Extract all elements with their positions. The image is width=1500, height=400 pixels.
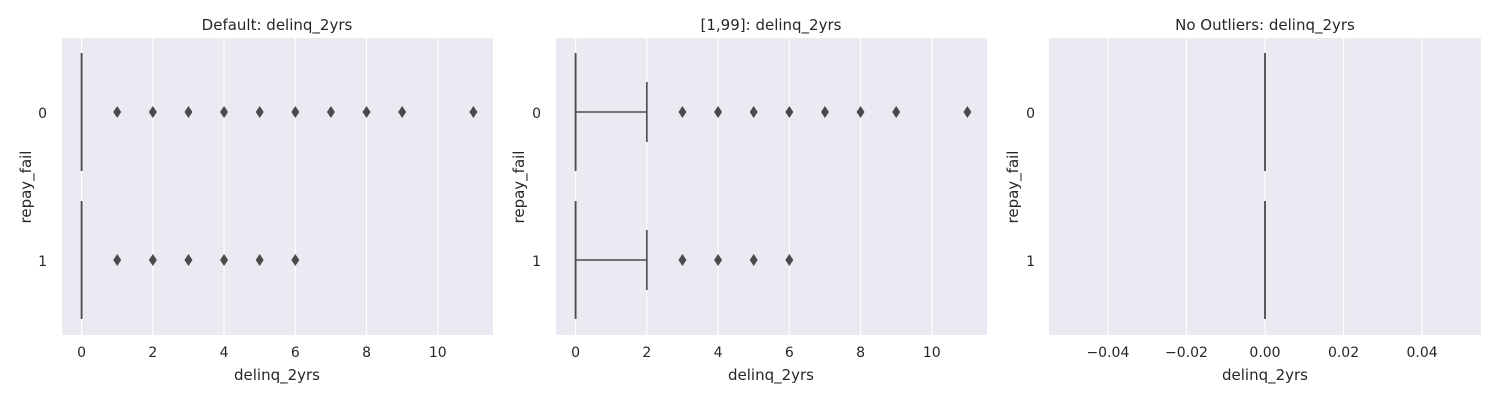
y-tick-label-0: 0 xyxy=(38,106,47,122)
x-tick-label: 0.02 xyxy=(1328,345,1359,361)
x-tick-label: 6 xyxy=(785,345,794,361)
y-axis-label: repay_fail xyxy=(510,151,529,224)
y-axis-label: repay_fail xyxy=(17,151,36,224)
x-tick-label: −0.04 xyxy=(1086,345,1129,361)
outlier-point xyxy=(326,106,335,118)
x-tick-label: 10 xyxy=(923,345,941,361)
chart-title: No Outliers: delinq_2yrs xyxy=(1175,16,1355,35)
x-tick-label: 4 xyxy=(714,345,723,361)
outlier-point xyxy=(749,106,758,118)
x-tick-label: 0.00 xyxy=(1249,345,1280,361)
y-tick-label-1: 1 xyxy=(1026,254,1035,270)
outlier-point xyxy=(820,106,829,118)
outlier-point xyxy=(291,254,300,266)
x-tick-label: 0 xyxy=(571,345,580,361)
outlier-point xyxy=(184,106,193,118)
chart-panel-default: Default: delinq_2yrs delinq_2yrs repay_f… xyxy=(17,16,493,385)
outlier-point xyxy=(362,106,371,118)
outlier-point xyxy=(963,106,972,118)
outlier-point xyxy=(148,254,157,266)
outlier-point xyxy=(785,254,794,266)
x-tick-label: 0.04 xyxy=(1407,345,1438,361)
x-tick-label: 6 xyxy=(291,345,300,361)
outlier-point xyxy=(714,106,723,118)
x-tick-label: 4 xyxy=(220,345,229,361)
outlier-point xyxy=(113,106,122,118)
plot-area xyxy=(556,38,987,335)
outlier-point xyxy=(398,106,407,118)
y-tick-label-0: 0 xyxy=(532,106,541,122)
outlier-point xyxy=(714,254,723,266)
outlier-point xyxy=(469,106,478,118)
outlier-point xyxy=(785,106,794,118)
x-tick-label: 10 xyxy=(429,345,447,361)
outlier-point xyxy=(255,254,264,266)
outlier-point xyxy=(291,106,300,118)
plot-area xyxy=(62,38,493,335)
outlier-point xyxy=(678,254,687,266)
chart-panel-1-99: [1,99]: delinq_2yrs delinq_2yrs repay_fa… xyxy=(510,16,987,385)
outlier-point xyxy=(749,254,758,266)
x-tick-label: −0.02 xyxy=(1165,345,1208,361)
y-tick-label-0: 0 xyxy=(1026,106,1035,122)
x-axis-label: delinq_2yrs xyxy=(1222,366,1308,385)
x-tick-label: 2 xyxy=(642,345,651,361)
outlier-point xyxy=(220,254,229,266)
x-tick-label: 2 xyxy=(148,345,157,361)
outlier-point xyxy=(892,106,901,118)
outlier-point xyxy=(184,254,193,266)
outlier-point xyxy=(678,106,687,118)
y-axis-label: repay_fail xyxy=(1004,151,1023,224)
outlier-point xyxy=(113,254,122,266)
x-tick-label: 8 xyxy=(362,345,371,361)
chart-title: [1,99]: delinq_2yrs xyxy=(701,16,842,35)
y-tick-label-1: 1 xyxy=(532,254,541,270)
x-axis-label: delinq_2yrs xyxy=(728,366,814,385)
outlier-point xyxy=(220,106,229,118)
outlier-point xyxy=(856,106,865,118)
outlier-point xyxy=(148,106,157,118)
y-tick-label-1: 1 xyxy=(38,254,47,270)
x-axis-label: delinq_2yrs xyxy=(234,366,320,385)
chart-panel-no-outliers: No Outliers: delinq_2yrs delinq_2yrs rep… xyxy=(1004,16,1481,385)
x-tick-label: 8 xyxy=(856,345,865,361)
chart-title: Default: delinq_2yrs xyxy=(202,16,353,35)
outlier-point xyxy=(255,106,264,118)
x-tick-label: 0 xyxy=(77,345,86,361)
